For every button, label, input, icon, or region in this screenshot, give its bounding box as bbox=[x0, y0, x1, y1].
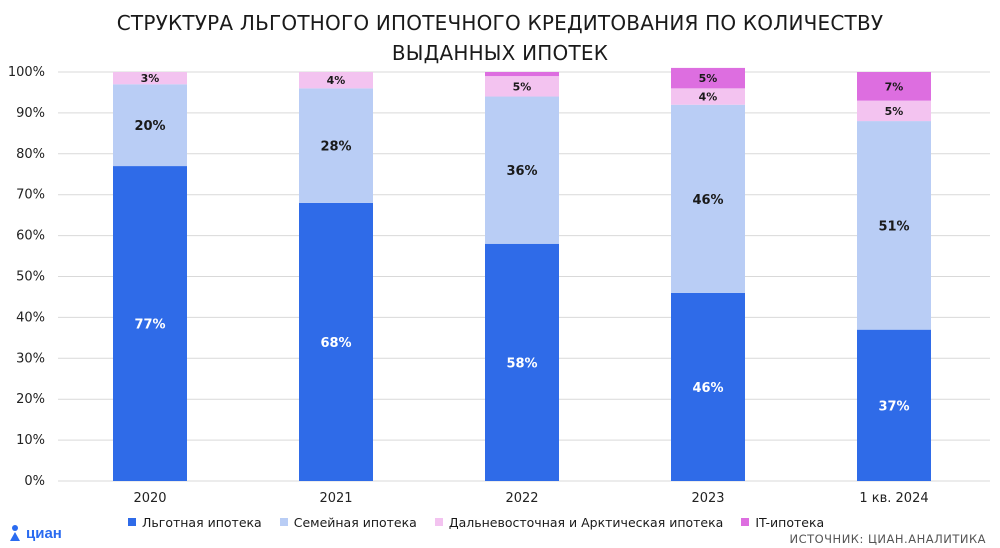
y-tick-label: 40% bbox=[16, 310, 45, 325]
legend-swatch bbox=[279, 518, 288, 526]
data-label: 4% bbox=[327, 74, 346, 87]
legend-swatch bbox=[128, 518, 136, 526]
y-tick-label: 10% bbox=[16, 433, 45, 448]
chart-legend: Льготная ипотека Семейная ипотека Дальнево… bbox=[128, 513, 824, 531]
person-marker-icon bbox=[10, 525, 20, 541]
bar-segment bbox=[857, 329, 931, 481]
legend-label: Семейная ипотека bbox=[293, 514, 417, 530]
bar-segment bbox=[485, 76, 559, 97]
bar-segment bbox=[299, 72, 373, 89]
cian-logo: циан bbox=[8, 524, 62, 542]
data-label: 3% bbox=[141, 72, 160, 85]
bar-segment bbox=[857, 72, 931, 101]
chart-title-line-2: ВЫДАННЫХ ИПОТЕК bbox=[391, 41, 609, 65]
bar-segment bbox=[671, 88, 745, 105]
x-tick-label: 2023 bbox=[691, 491, 724, 506]
legend-label: IT-ипотека bbox=[755, 514, 825, 530]
y-tick-label: 20% bbox=[16, 392, 45, 407]
data-label: 58% bbox=[506, 356, 537, 371]
bar-segment bbox=[485, 96, 559, 244]
logo-text: циан bbox=[26, 524, 62, 542]
bar-segment bbox=[671, 104, 745, 293]
data-label: 36% bbox=[506, 164, 537, 179]
data-label: 7% bbox=[885, 80, 904, 93]
bar-segment bbox=[113, 166, 187, 481]
bar-segment bbox=[113, 72, 187, 85]
y-tick-label: 100% bbox=[8, 65, 45, 80]
bar-segment bbox=[485, 243, 559, 481]
legend-label: Льготная ипотека bbox=[142, 514, 262, 530]
data-label: 46% bbox=[692, 193, 723, 208]
x-tick-label: 2022 bbox=[505, 491, 538, 506]
data-label: 28% bbox=[320, 140, 351, 155]
data-label: 20% bbox=[134, 119, 165, 134]
bar-segment bbox=[857, 100, 931, 122]
bar-segment bbox=[299, 88, 373, 203]
data-label: 37% bbox=[878, 399, 909, 414]
legend-label: Дальневосточная и Арктическая ипотека bbox=[448, 514, 724, 530]
bar-segment bbox=[671, 67, 745, 89]
bar-segment bbox=[857, 121, 931, 330]
y-tick-label: 30% bbox=[16, 351, 45, 366]
bar-segment bbox=[485, 72, 559, 77]
legend-item: IT-ипотека bbox=[741, 515, 824, 530]
legend-item: Семейная ипотека bbox=[279, 514, 417, 530]
data-label: 4% bbox=[699, 91, 718, 104]
y-tick-label: 60% bbox=[16, 229, 45, 244]
bar-segment bbox=[671, 292, 745, 481]
bar-segment bbox=[113, 84, 187, 167]
data-label: 5% bbox=[513, 80, 532, 93]
y-tick-label: 90% bbox=[16, 106, 45, 121]
legend-swatch bbox=[741, 518, 750, 526]
data-label: 77% bbox=[134, 318, 165, 333]
chart-title-line-1: СТРУКТУРА ЛЬГОТНОГО ИПОТЕЧНОГО КРЕДИТОВА… bbox=[116, 11, 884, 35]
x-tick-label: 2021 bbox=[319, 491, 352, 506]
y-tick-label: 70% bbox=[16, 188, 45, 203]
y-tick-label: 0% bbox=[24, 474, 45, 489]
source-note: Источник: Циан.Аналитика bbox=[789, 532, 986, 546]
legend-swatch bbox=[434, 518, 443, 526]
y-tick-label: 80% bbox=[16, 147, 45, 162]
data-label: 68% bbox=[320, 336, 351, 351]
data-label: 51% bbox=[878, 219, 909, 234]
chart-title: СТРУКТУРА ЛЬГОТНОГО ИПОТЕЧНОГО КРЕДИТОВА… bbox=[0, 8, 1000, 68]
legend-item: Льготная ипотека bbox=[128, 515, 262, 530]
x-tick-label: 1 кв. 2024 bbox=[859, 491, 928, 506]
data-label: 5% bbox=[699, 72, 718, 85]
data-label: 5% bbox=[885, 105, 904, 118]
data-label: 46% bbox=[692, 381, 723, 396]
bar-segment bbox=[299, 202, 373, 481]
y-tick-label: 50% bbox=[16, 270, 45, 285]
x-tick-label: 2020 bbox=[133, 491, 166, 506]
legend-item: Дальневосточная и Арктическая ипотека bbox=[434, 514, 724, 530]
